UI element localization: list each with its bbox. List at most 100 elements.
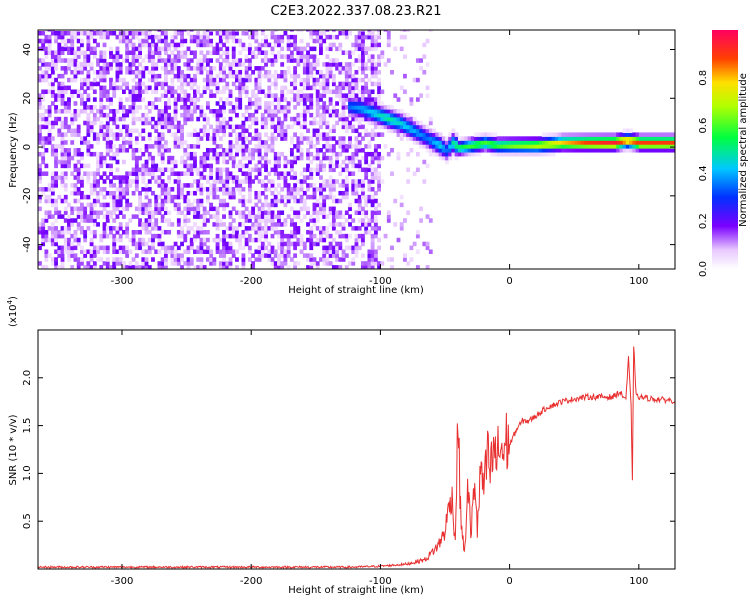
spectrogram-cell — [619, 148, 624, 153]
spectrogram-cell — [118, 128, 123, 134]
spectrogram-cell — [131, 105, 136, 110]
spectrogram-cell — [251, 222, 256, 227]
spectrogram-cell — [319, 226, 323, 231]
spectrogram-cell — [141, 58, 146, 63]
spectrogram-cell — [267, 73, 272, 79]
spectrogram-cell — [344, 77, 349, 83]
spectrogram-cell — [89, 144, 94, 149]
spectrogram-cell — [315, 128, 320, 134]
spectrogram-cell — [50, 179, 55, 184]
spectrogram-cell — [328, 163, 333, 169]
spectrogram-cell — [50, 214, 55, 219]
spectrogram-cell — [309, 159, 314, 165]
spectrogram-cell — [241, 136, 246, 141]
spectrogram-cell — [286, 249, 291, 254]
spectrogram-cell — [60, 85, 65, 91]
spectrogram-cell — [154, 120, 159, 126]
spectrogram-cell — [525, 144, 530, 149]
spectrogram-cell — [141, 171, 146, 176]
spectrogram-cell — [173, 140, 178, 145]
spectrogram-cell — [128, 140, 133, 145]
spectrogram-cell — [351, 155, 356, 161]
spectrogram-cell — [60, 229, 65, 235]
spectrogram-cell — [286, 171, 291, 176]
spectrogram-cell — [302, 93, 307, 98]
spectrogram-cell — [60, 101, 65, 106]
spectrogram-cell — [254, 190, 259, 196]
spectrogram-cell — [357, 163, 362, 169]
spectrogram-cell — [241, 132, 246, 137]
spectrogram-cell — [173, 34, 178, 40]
spectrogram-cell — [406, 167, 411, 173]
spectrogram-cell — [567, 148, 572, 153]
spectrogram-cell — [325, 120, 330, 126]
spectrogram-cell — [118, 70, 123, 75]
spectrogram-cell — [199, 38, 204, 44]
spectrogram-cell — [325, 73, 330, 79]
snr-multiplier-exp: 4 — [6, 299, 14, 304]
spectrogram-cell — [222, 183, 226, 188]
spectrogram-cell — [199, 202, 204, 208]
spectrogram-cell — [50, 136, 55, 141]
spectrogram-cell — [76, 54, 81, 59]
spectrogram-cell — [244, 218, 249, 223]
spectrogram-cell — [357, 206, 362, 212]
spectrogram-cell — [170, 42, 175, 48]
spectrogram-cell — [370, 116, 375, 122]
spectrogram-cell — [125, 109, 130, 114]
spectrogram-cell — [196, 42, 201, 48]
spectrogram-cell — [83, 30, 88, 36]
spectrogram-cell — [377, 124, 381, 130]
spectrogram-cell — [325, 140, 330, 145]
spectrogram-cell — [70, 253, 75, 258]
spectrogram-cell — [151, 257, 155, 262]
spectrogram-cell — [189, 30, 194, 32]
spectrogram-cell — [38, 167, 42, 173]
spectrogram-cell — [661, 136, 666, 141]
spectrogram-cell — [280, 34, 285, 40]
spectrogram-cell — [270, 249, 275, 254]
spectrogram-cell — [338, 42, 343, 48]
spectrogram-cell — [296, 179, 301, 184]
spectrogram-cell — [277, 265, 281, 269]
colorbar: 0.00.20.40.60.8 Normalized spectral ampl… — [698, 30, 749, 277]
spectrogram-cell — [73, 175, 78, 180]
spectrogram-cell — [128, 97, 133, 102]
spectrogram-cell — [241, 120, 246, 126]
spectrogram-cell — [306, 77, 310, 83]
spectrogram-cell — [89, 257, 94, 262]
spectrogram-cell — [399, 116, 404, 122]
spectrogram-cell — [96, 163, 100, 169]
spectrogram-cell — [141, 210, 146, 215]
spectrogram-cell — [54, 202, 58, 208]
spectrogram-cell — [67, 109, 71, 114]
spectrogram-cell — [306, 30, 310, 32]
spectrogram-cell — [102, 73, 107, 79]
spectrogram-cell — [244, 93, 249, 98]
spectrogram-cell — [92, 187, 97, 192]
spectrogram-cell — [467, 148, 472, 153]
spectrogram-cell — [244, 163, 249, 169]
spectrogram-cell — [283, 54, 288, 59]
spectrogram-cell — [338, 233, 343, 239]
spectrogram-cell — [273, 112, 278, 118]
spectrogram-cell — [157, 175, 162, 180]
spectrogram-cell — [583, 136, 588, 141]
spectrogram-cell — [54, 179, 58, 184]
spectrogram-cell — [632, 140, 637, 145]
spectrogram-cell — [403, 218, 407, 223]
spectrogram-cell — [280, 233, 285, 239]
spectrogram-cell — [622, 132, 627, 137]
spectrogram-cell — [89, 202, 94, 208]
spectrogram-cell — [244, 85, 249, 91]
spectrogram-cell — [370, 58, 375, 63]
spectrogram-cell — [277, 42, 281, 48]
spectrogram-cell — [141, 66, 146, 71]
spectrogram-cell — [163, 190, 168, 196]
spectrogram-cell — [393, 116, 398, 122]
spectrogram-cell — [396, 151, 401, 157]
spectrogram-cell — [218, 46, 223, 52]
spectrogram-cell — [461, 144, 465, 149]
spectrogram-cell — [312, 54, 317, 59]
spectrogram-cell — [257, 105, 262, 110]
